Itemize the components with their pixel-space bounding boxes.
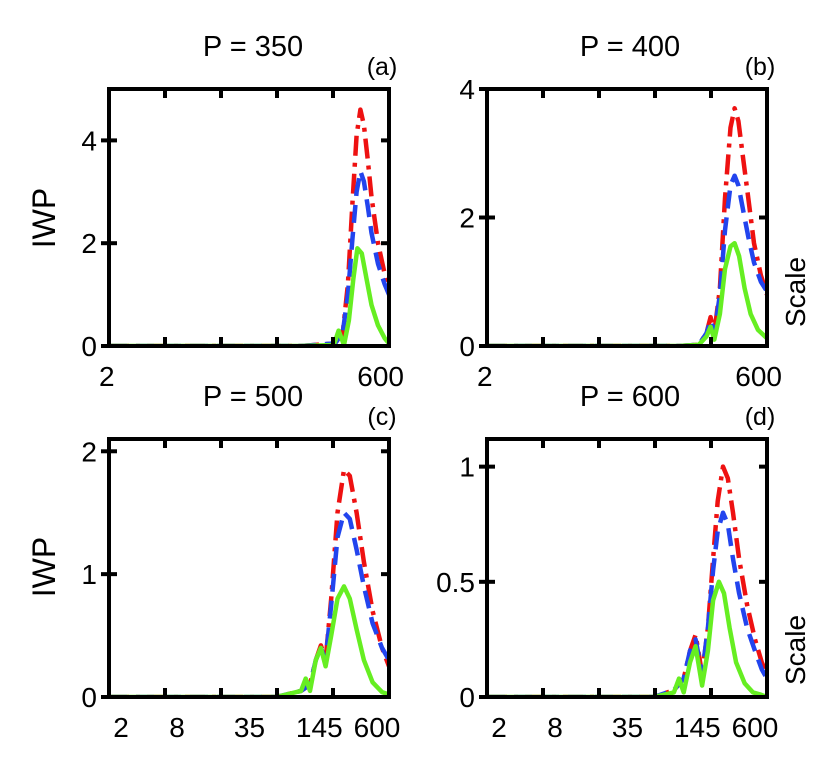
y-tick-label: 2 <box>459 203 475 234</box>
x-axis-label-top: Scale <box>780 257 811 327</box>
panel-letter: (d) <box>745 403 776 431</box>
y-tick-label: 1 <box>81 559 97 590</box>
y-tick-label: 0.5 <box>436 567 475 598</box>
series-line-red-dash-dot <box>487 464 767 697</box>
panel-title: P = 500 <box>203 381 303 413</box>
y-tick-label: 0 <box>459 331 475 362</box>
y-tick-label: 0 <box>81 331 97 362</box>
panel-d: 0 0.5 1 2 8 35 145 600 P = 600 (d) <box>436 381 778 743</box>
series-line-blue-dashed <box>109 510 389 697</box>
y-tick-label: 0 <box>81 682 97 713</box>
y-tick-label: 1 <box>459 452 475 483</box>
y-tick-label: 0 <box>459 682 475 713</box>
y-axis-label-bottom: IWP <box>26 537 62 597</box>
x-tick-label: 145 <box>674 712 721 743</box>
y-axis-label-top: IWP <box>26 188 62 248</box>
panel-letter: (b) <box>745 53 776 81</box>
panel-title: P = 400 <box>580 31 680 63</box>
x-tick-label: 600 <box>357 361 404 392</box>
x-tick-label: 600 <box>735 361 782 392</box>
series-line-red-dash-dot <box>109 467 389 697</box>
panel-title: P = 350 <box>203 31 303 63</box>
panel-letter: (c) <box>367 403 396 431</box>
series-line-blue-dashed <box>487 510 767 697</box>
x-tick-label: 2 <box>491 712 507 743</box>
y-tick-label: 4 <box>459 74 475 105</box>
panel-c: 0 1 2 2 8 35 145 600 P = 500 (c) <box>81 381 400 743</box>
x-tick-label: 2 <box>99 361 115 392</box>
y-tick-label: 4 <box>81 125 97 156</box>
y-tick-label: 2 <box>81 436 97 467</box>
axes-frame <box>107 437 391 699</box>
x-tick-label: 2 <box>113 712 129 743</box>
series-line-red-dash-dot <box>109 107 389 346</box>
series-line-green-solid <box>487 579 767 697</box>
x-tick-label: 600 <box>732 712 779 743</box>
x-tick-label: 600 <box>354 712 401 743</box>
series-line-green-solid <box>109 584 389 697</box>
x-tick-label: 8 <box>547 712 563 743</box>
x-tick-label: 35 <box>234 712 265 743</box>
panel-title: P = 600 <box>580 381 680 413</box>
x-tick-label: 145 <box>296 712 343 743</box>
x-tick-label: 35 <box>612 712 643 743</box>
axes-frame <box>485 437 769 699</box>
axes-frame <box>107 87 391 348</box>
y-tick-label: 2 <box>81 228 97 259</box>
x-tick-label: 2 <box>477 361 493 392</box>
panel-letter: (a) <box>367 53 398 81</box>
x-axis-label-bottom: Scale <box>780 615 811 685</box>
x-tick-label: 8 <box>169 712 185 743</box>
series-line-green-solid <box>487 240 767 346</box>
